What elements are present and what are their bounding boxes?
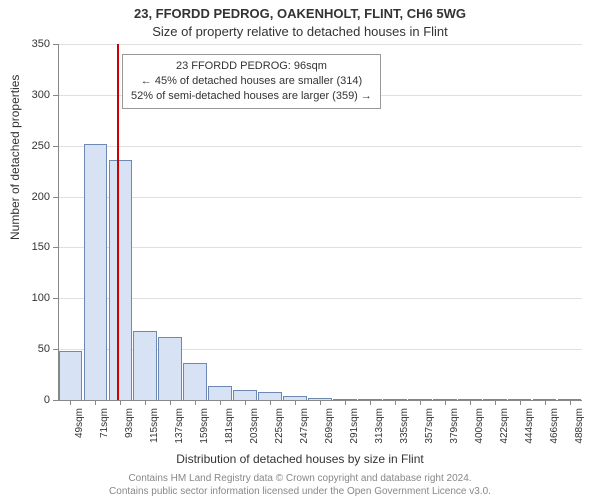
- x-tick-label: 225sqm: [274, 408, 285, 458]
- bar: [208, 386, 232, 400]
- bar: [183, 363, 207, 400]
- y-tick-label: 300: [10, 89, 50, 101]
- attribution-line1: Contains HM Land Registry data © Crown c…: [0, 472, 600, 485]
- bar: [84, 144, 108, 400]
- x-tick-label: 159sqm: [199, 408, 210, 458]
- x-tick-label: 313sqm: [374, 408, 385, 458]
- x-tick-label: 379sqm: [449, 408, 460, 458]
- bar: [59, 351, 83, 400]
- bar: [109, 160, 133, 400]
- x-tick-label: 71sqm: [99, 408, 110, 458]
- y-tick-label: 0: [10, 394, 50, 406]
- gridline: [58, 298, 582, 299]
- x-tick-label: 93sqm: [124, 408, 135, 458]
- y-tick-label: 150: [10, 241, 50, 253]
- chart-title-line1: 23, FFORDD PEDROG, OAKENHOLT, FLINT, CH6…: [0, 6, 600, 21]
- x-tick-label: 49sqm: [74, 408, 85, 458]
- x-tick-label: 181sqm: [224, 408, 235, 458]
- y-tick-label: 50: [10, 343, 50, 355]
- x-tick-label: 335sqm: [399, 408, 410, 458]
- bar: [158, 337, 182, 400]
- x-tick-label: 137sqm: [174, 408, 185, 458]
- gridline: [58, 197, 582, 198]
- x-tick-label: 488sqm: [574, 408, 585, 458]
- gridline: [58, 44, 582, 45]
- x-tick-label: 444sqm: [524, 408, 535, 458]
- bar: [233, 390, 257, 400]
- annotation-line3: 52% of semi-detached houses are larger (…: [131, 89, 372, 104]
- y-tick-label: 250: [10, 140, 50, 152]
- annotation-line1: 23 FFORDD PEDROG: 96sqm: [131, 59, 372, 74]
- chart-container: 23, FFORDD PEDROG, OAKENHOLT, FLINT, CH6…: [0, 0, 600, 500]
- x-tick-label: 291sqm: [349, 408, 360, 458]
- plot-area: 05010015020025030035049sqm71sqm93sqm115s…: [58, 44, 582, 400]
- y-axis-line: [58, 44, 59, 400]
- x-axis-label: Distribution of detached houses by size …: [0, 452, 600, 466]
- chart-title-line2: Size of property relative to detached ho…: [0, 24, 600, 39]
- x-tick-label: 422sqm: [499, 408, 510, 458]
- attribution-line2: Contains public sector information licen…: [0, 485, 600, 498]
- x-tick-label: 400sqm: [474, 408, 485, 458]
- x-tick-label: 269sqm: [324, 408, 335, 458]
- x-tick-label: 357sqm: [424, 408, 435, 458]
- x-axis-line: [58, 400, 582, 401]
- y-tick-label: 200: [10, 191, 50, 203]
- annotation-box: 23 FFORDD PEDROG: 96sqm← 45% of detached…: [122, 54, 381, 109]
- gridline: [58, 247, 582, 248]
- annotation-line2: ← 45% of detached houses are smaller (31…: [131, 74, 372, 89]
- gridline: [58, 146, 582, 147]
- x-tick-label: 466sqm: [549, 408, 560, 458]
- bar: [258, 392, 282, 400]
- attribution-text: Contains HM Land Registry data © Crown c…: [0, 472, 600, 498]
- bar: [133, 331, 157, 400]
- x-tick-label: 203sqm: [249, 408, 260, 458]
- y-tick-label: 350: [10, 38, 50, 50]
- x-tick-label: 247sqm: [299, 408, 310, 458]
- x-tick-label: 115sqm: [149, 408, 160, 458]
- property-marker-line: [117, 44, 119, 400]
- y-tick-label: 100: [10, 292, 50, 304]
